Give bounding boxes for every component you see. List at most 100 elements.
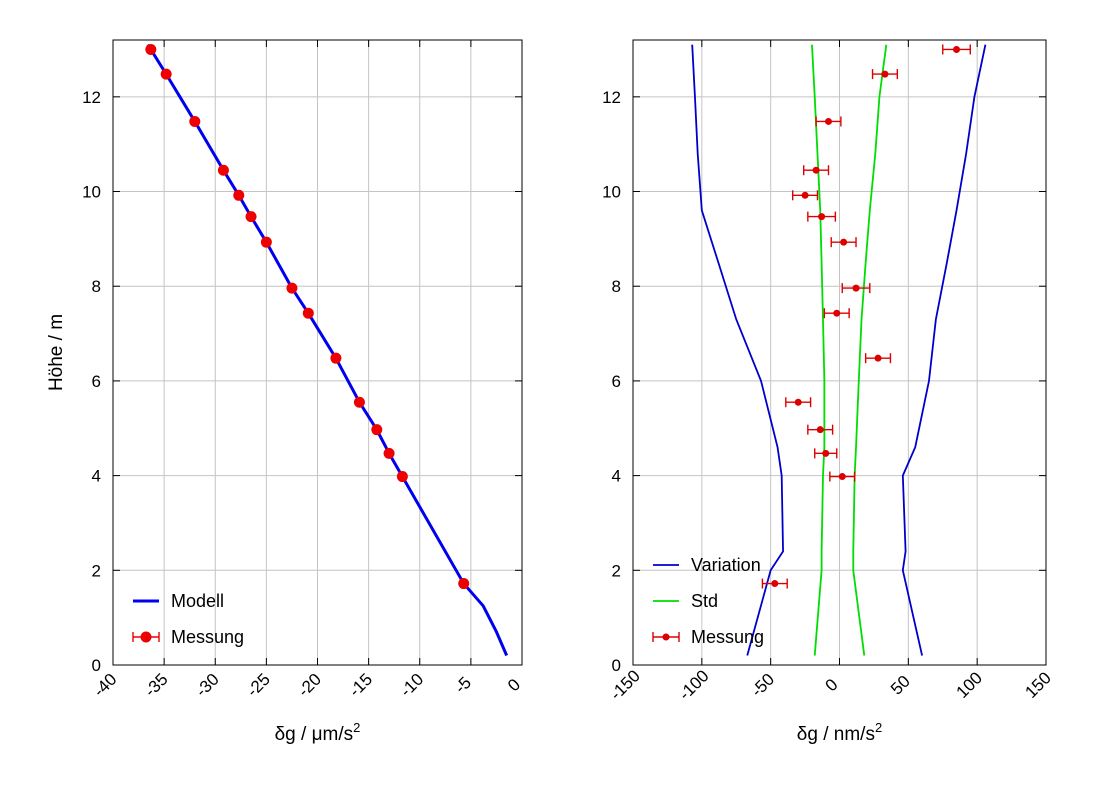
x-tick-label: -20 bbox=[294, 670, 325, 701]
data-point-errorbar bbox=[871, 69, 899, 80]
legend-item-variation: Variation bbox=[653, 555, 761, 575]
x-tick-label: -50 bbox=[747, 670, 778, 701]
legend-label: Messung bbox=[171, 627, 244, 647]
x-tick-label: 150 bbox=[1021, 668, 1054, 701]
y-tick-label: 4 bbox=[612, 467, 621, 486]
data-point-errorbar bbox=[814, 448, 838, 459]
x-tick-label: 50 bbox=[887, 672, 914, 699]
legend-item-std: Std bbox=[653, 591, 718, 611]
y-tick-label: 6 bbox=[612, 372, 621, 391]
x-tick-label: -100 bbox=[675, 666, 712, 703]
y-tick-label: 10 bbox=[602, 183, 621, 202]
legend-item-messung: Messung bbox=[132, 627, 244, 647]
y-tick-label: 0 bbox=[92, 656, 101, 675]
data-point bbox=[801, 191, 809, 199]
series-modell bbox=[146, 43, 509, 657]
data-point bbox=[822, 449, 830, 457]
data-point bbox=[286, 282, 298, 294]
legend-swatch-marker bbox=[140, 631, 152, 643]
data-point bbox=[260, 236, 272, 248]
series-std bbox=[811, 44, 888, 656]
data-point bbox=[794, 398, 802, 406]
data-point-errorbar bbox=[785, 397, 812, 408]
y-axis-title: Höhe / m bbox=[46, 314, 67, 391]
data-point bbox=[881, 70, 889, 78]
legend-item-messung: Messung bbox=[652, 627, 764, 647]
data-point bbox=[840, 238, 848, 246]
data-point bbox=[824, 117, 832, 125]
data-point bbox=[874, 354, 882, 362]
x-tick-label: 0 bbox=[504, 675, 524, 695]
data-point bbox=[217, 164, 229, 176]
legend-label: Modell bbox=[171, 591, 224, 611]
x-axis-title-text: δg / nm/s bbox=[797, 724, 875, 745]
data-point bbox=[458, 578, 470, 590]
y-tick-label: 12 bbox=[602, 88, 621, 107]
x-tick-label: -15 bbox=[345, 670, 376, 701]
data-point bbox=[383, 447, 395, 459]
data-point bbox=[353, 396, 365, 408]
x-axis-title-text: δg / μm/s bbox=[275, 724, 354, 745]
x-axis-title: δg / nm/s2 bbox=[797, 720, 882, 745]
y-tick-label: 10 bbox=[82, 183, 101, 202]
data-point bbox=[771, 580, 779, 588]
series-line-std-upper bbox=[852, 44, 888, 656]
data-point-errorbar bbox=[815, 116, 842, 127]
data-point bbox=[189, 115, 201, 127]
legend-label: Variation bbox=[691, 555, 761, 575]
y-tick-label: 0 bbox=[612, 656, 621, 675]
x-axis-title: δg / μm/s2 bbox=[275, 720, 361, 745]
data-point-errorbar bbox=[803, 165, 830, 176]
data-point bbox=[160, 68, 172, 80]
data-point bbox=[330, 352, 342, 364]
series-messung bbox=[761, 44, 971, 589]
data-point-errorbar bbox=[807, 211, 837, 222]
legend-item-modell: Modell bbox=[133, 591, 224, 611]
data-point-errorbar bbox=[823, 308, 850, 319]
y-tick-label: 2 bbox=[612, 561, 621, 580]
x-tick-label: -30 bbox=[192, 670, 223, 701]
x-axis-title-superscript: 2 bbox=[353, 720, 360, 735]
data-point bbox=[245, 211, 257, 223]
data-point bbox=[812, 166, 820, 174]
series-line-variation-upper bbox=[901, 44, 987, 656]
data-point bbox=[145, 43, 157, 55]
x-tick-label: 100 bbox=[953, 668, 986, 701]
y-tick-label: 6 bbox=[92, 372, 101, 391]
x-tick-label: 0 bbox=[822, 675, 842, 695]
y-tick-label: 2 bbox=[92, 561, 101, 580]
y-tick-label: 4 bbox=[92, 467, 101, 486]
data-point-errorbar bbox=[864, 353, 892, 364]
y-tick-label: 8 bbox=[92, 277, 101, 296]
data-point-errorbar bbox=[829, 471, 856, 482]
legend-label: Messung bbox=[691, 627, 764, 647]
series-line-std-lower bbox=[811, 44, 826, 656]
x-axis-title-superscript: 2 bbox=[875, 720, 882, 735]
x-tick-label: -35 bbox=[141, 670, 172, 701]
x-tick-label: -10 bbox=[396, 670, 427, 701]
x-tick-label: -25 bbox=[243, 670, 274, 701]
data-point bbox=[953, 45, 961, 53]
legend-swatch-marker bbox=[662, 633, 670, 641]
series-messung bbox=[145, 43, 470, 590]
legend: Variation Std Messung bbox=[652, 555, 764, 647]
data-point bbox=[371, 424, 383, 436]
y-tick-label: 8 bbox=[612, 277, 621, 296]
legend: Modell Messung bbox=[132, 591, 244, 647]
data-point-errorbar bbox=[761, 578, 788, 589]
x-tick-label: -5 bbox=[451, 673, 475, 697]
series-line-modell bbox=[146, 43, 509, 657]
data-point bbox=[396, 471, 408, 483]
series-line-variation-lower bbox=[691, 44, 784, 656]
y-tick-label: 12 bbox=[82, 88, 101, 107]
series-variation bbox=[691, 44, 987, 656]
data-point-errorbar bbox=[791, 190, 819, 201]
data-point-errorbar bbox=[942, 44, 971, 55]
data-point-errorbar bbox=[807, 424, 834, 435]
data-point bbox=[816, 426, 824, 434]
data-point bbox=[852, 284, 860, 292]
data-point-errorbar bbox=[841, 283, 871, 294]
